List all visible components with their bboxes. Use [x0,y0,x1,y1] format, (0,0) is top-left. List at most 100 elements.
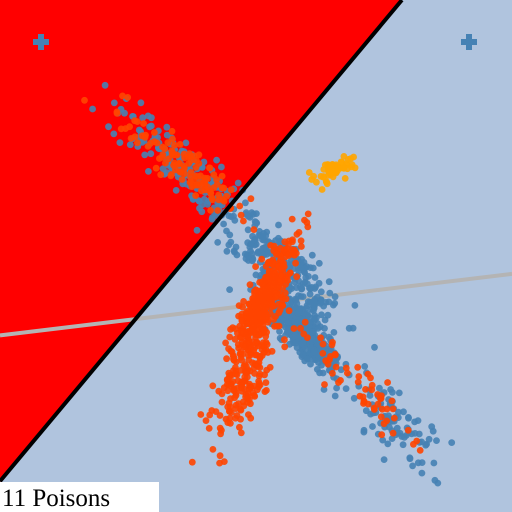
data-point-blue [284,319,292,326]
decision-boundary-line [0,0,404,483]
data-point-orange [285,307,293,315]
data-point-orange [218,398,226,406]
data-point-gold [305,169,313,176]
data-point-orange [269,273,277,281]
data-point-orange [362,386,369,393]
data-point-orange [290,325,298,332]
data-point-blue [276,328,283,335]
data-point-blue [172,187,180,194]
data-point-blue [433,437,440,444]
data-point-orange [244,395,252,402]
data-point-blue [225,241,233,249]
data-point-blue [294,309,302,317]
data-point-orange [210,171,218,179]
data-point-orange [377,395,384,402]
data-point-orange [293,231,301,238]
data-point-orange [190,152,198,160]
data-point-blue [252,219,260,227]
data-point-blue [366,392,374,399]
data-point-orange [303,219,311,226]
data-point-orange [177,169,185,176]
data-point-orange [225,381,233,388]
data-point-blue [141,151,149,159]
data-point-blue [148,114,155,122]
data-point-blue [331,293,339,301]
data-point-orange [167,172,175,180]
data-point-blue [248,257,256,265]
data-point-orange [279,302,287,309]
data-point-orange [205,425,213,432]
data-point-blue [325,298,333,306]
data-point-orange [197,172,204,180]
data-point-orange [124,94,132,101]
data-point-blue [376,384,383,392]
data-point-blue [384,440,392,448]
data-point-orange [238,317,246,325]
data-point-blue [145,168,152,175]
data-point-blue [361,363,369,370]
data-point-orange [234,377,242,385]
data-point-blue [333,384,340,392]
data-point-orange [187,169,195,176]
data-point-orange [264,349,272,356]
data-point-blue [448,439,456,446]
data-point-orange [319,350,327,357]
data-point-blue [351,302,359,309]
data-point-blue [400,408,407,416]
data-point-orange [231,394,239,402]
data-point-orange [206,164,214,172]
data-point-orange [237,211,245,219]
data-point-orange [324,360,332,368]
data-point-orange [288,215,296,223]
data-point-blue [110,99,118,107]
data-point-orange [300,330,308,338]
data-point-orange [113,108,121,116]
data-point-blue [234,179,242,187]
data-point-orange [230,356,238,364]
data-point-blue [418,459,426,466]
data-point-orange [176,141,184,148]
data-point-orange [233,412,241,419]
data-point-orange [254,320,261,328]
data-point-orange [216,452,224,460]
data-point-orange [151,129,158,136]
data-point-orange [210,184,218,192]
data-point-orange [208,194,216,202]
data-point-orange [384,379,391,386]
data-point-orange [157,171,165,179]
data-point-blue [316,299,324,307]
data-point-blue [431,476,439,484]
data-point-blue [315,259,323,267]
data-point-orange [270,242,278,250]
poison-count-label: 11 Poisons [0,482,159,512]
data-point-orange [297,324,304,332]
data-point-orange [226,408,233,415]
data-point-orange [380,420,388,428]
data-point-blue [331,392,339,400]
data-point-orange [390,414,398,422]
data-point-blue [303,310,311,317]
data-point-blue [406,454,414,462]
data-point-orange [378,431,386,439]
data-point-orange [218,172,226,180]
data-point-orange [219,196,227,203]
data-point-orange [245,352,252,359]
data-point-gold [313,178,320,186]
data-point-orange [202,417,210,424]
data-point-orange [237,384,245,392]
data-point-blue [220,220,228,228]
data-point-blue [295,334,303,342]
data-point-gold [347,155,355,163]
data-point-blue [425,435,433,443]
data-point-blue [311,315,318,323]
data-point-blue [418,469,426,477]
data-point-orange [265,295,273,302]
data-point-blue [380,456,388,463]
data-point-blue [242,211,250,218]
data-point-blue [310,297,318,305]
data-point-orange [220,184,228,192]
data-point-orange [301,318,309,326]
data-point-orange [252,263,259,270]
data-point-blue [295,292,302,300]
data-point-orange [119,92,126,100]
